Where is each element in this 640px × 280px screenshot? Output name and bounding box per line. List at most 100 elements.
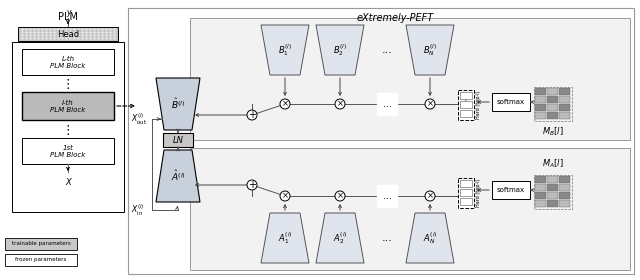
Text: ...: ... xyxy=(381,233,392,243)
FancyBboxPatch shape xyxy=(547,192,558,199)
FancyBboxPatch shape xyxy=(559,88,570,95)
Text: ×: × xyxy=(282,192,289,200)
FancyBboxPatch shape xyxy=(163,133,193,147)
FancyBboxPatch shape xyxy=(460,101,472,108)
Text: ...: ... xyxy=(383,191,392,201)
Text: ×: × xyxy=(426,99,433,109)
FancyBboxPatch shape xyxy=(458,178,474,208)
Text: ...: ... xyxy=(381,45,392,55)
Text: ×: × xyxy=(337,99,344,109)
Text: $\hat{B}^{(l)}$: $\hat{B}^{(l)}$ xyxy=(171,97,185,111)
FancyBboxPatch shape xyxy=(559,176,570,183)
Text: $X_{\mathrm{in}}^{(l)}$: $X_{\mathrm{in}}^{(l)}$ xyxy=(131,202,145,218)
Text: $M_A[l]$: $M_A[l]$ xyxy=(542,158,564,170)
Text: 1st
PLM Block: 1st PLM Block xyxy=(51,144,86,158)
FancyBboxPatch shape xyxy=(535,176,546,183)
FancyBboxPatch shape xyxy=(190,18,630,140)
Text: Head: Head xyxy=(57,29,79,39)
Circle shape xyxy=(247,110,257,120)
FancyBboxPatch shape xyxy=(460,198,472,205)
FancyBboxPatch shape xyxy=(460,189,472,196)
FancyBboxPatch shape xyxy=(128,8,634,274)
Circle shape xyxy=(335,191,345,201)
Circle shape xyxy=(335,99,345,109)
Text: $A_1^{(l)}$: $A_1^{(l)}$ xyxy=(278,230,292,246)
Text: Hard (top-l): Hard (top-l) xyxy=(476,91,481,119)
FancyBboxPatch shape xyxy=(458,90,474,120)
Text: $B_1^{(l)}$: $B_1^{(l)}$ xyxy=(278,42,292,58)
Text: frozen parameters: frozen parameters xyxy=(15,258,67,263)
FancyBboxPatch shape xyxy=(460,92,472,99)
Circle shape xyxy=(247,180,257,190)
FancyBboxPatch shape xyxy=(535,112,546,119)
Text: LN: LN xyxy=(173,136,184,144)
FancyBboxPatch shape xyxy=(535,88,546,95)
FancyBboxPatch shape xyxy=(547,200,558,207)
Polygon shape xyxy=(406,213,454,263)
FancyBboxPatch shape xyxy=(547,96,558,103)
Text: +: + xyxy=(248,180,256,190)
FancyBboxPatch shape xyxy=(492,181,530,199)
FancyBboxPatch shape xyxy=(547,104,558,111)
FancyBboxPatch shape xyxy=(559,96,570,103)
FancyBboxPatch shape xyxy=(12,42,124,212)
Text: eXtremely-PEFT: eXtremely-PEFT xyxy=(356,13,434,23)
Text: ...: ... xyxy=(383,99,392,109)
Text: y: y xyxy=(66,8,70,17)
Text: ×: × xyxy=(426,192,433,200)
Text: $A_2^{(l)}$: $A_2^{(l)}$ xyxy=(333,230,348,246)
Polygon shape xyxy=(156,78,200,130)
Text: PLM: PLM xyxy=(58,12,78,22)
FancyBboxPatch shape xyxy=(535,184,546,191)
FancyBboxPatch shape xyxy=(535,96,546,103)
Text: $\hat{A}^{(l)}$: $\hat{A}^{(l)}$ xyxy=(170,169,186,183)
FancyBboxPatch shape xyxy=(190,148,630,270)
Text: softmax: softmax xyxy=(497,187,525,193)
Text: l-th
PLM Block: l-th PLM Block xyxy=(51,99,86,113)
Circle shape xyxy=(425,191,435,201)
Polygon shape xyxy=(261,213,309,263)
FancyBboxPatch shape xyxy=(559,184,570,191)
FancyBboxPatch shape xyxy=(22,49,114,75)
FancyBboxPatch shape xyxy=(5,254,77,266)
Circle shape xyxy=(425,99,435,109)
Text: ×: × xyxy=(337,192,344,200)
FancyBboxPatch shape xyxy=(492,93,530,111)
Text: ⋮: ⋮ xyxy=(61,78,74,90)
FancyBboxPatch shape xyxy=(22,138,114,164)
Text: softmax: softmax xyxy=(497,99,525,105)
Text: trainable parameters: trainable parameters xyxy=(12,241,70,246)
Circle shape xyxy=(280,99,290,109)
FancyBboxPatch shape xyxy=(559,104,570,111)
Text: +: + xyxy=(248,110,256,120)
FancyBboxPatch shape xyxy=(559,112,570,119)
Text: Hard (top-l): Hard (top-l) xyxy=(476,179,481,207)
Text: $B_N^{(l)}$: $B_N^{(l)}$ xyxy=(423,42,437,58)
Circle shape xyxy=(280,191,290,201)
FancyBboxPatch shape xyxy=(460,110,472,117)
FancyBboxPatch shape xyxy=(535,200,546,207)
Text: $X_{\mathrm{out}}^{(l)}$: $X_{\mathrm{out}}^{(l)}$ xyxy=(131,111,147,127)
FancyBboxPatch shape xyxy=(547,88,558,95)
FancyBboxPatch shape xyxy=(5,238,77,250)
Text: ×: × xyxy=(282,99,289,109)
Text: $A_N^{(l)}$: $A_N^{(l)}$ xyxy=(422,230,437,246)
FancyBboxPatch shape xyxy=(460,180,472,187)
Polygon shape xyxy=(156,150,200,202)
Polygon shape xyxy=(406,25,454,75)
Text: $M_B[l]$: $M_B[l]$ xyxy=(542,125,564,137)
Text: ⋮: ⋮ xyxy=(61,123,74,137)
FancyBboxPatch shape xyxy=(547,112,558,119)
Text: $B_2^{(l)}$: $B_2^{(l)}$ xyxy=(333,42,347,58)
FancyBboxPatch shape xyxy=(535,104,546,111)
FancyBboxPatch shape xyxy=(18,27,118,41)
FancyBboxPatch shape xyxy=(22,92,114,120)
Text: X: X xyxy=(65,178,71,187)
Polygon shape xyxy=(261,25,309,75)
FancyBboxPatch shape xyxy=(559,200,570,207)
FancyBboxPatch shape xyxy=(547,176,558,183)
Polygon shape xyxy=(316,25,364,75)
FancyBboxPatch shape xyxy=(547,184,558,191)
Polygon shape xyxy=(316,213,364,263)
FancyBboxPatch shape xyxy=(559,192,570,199)
